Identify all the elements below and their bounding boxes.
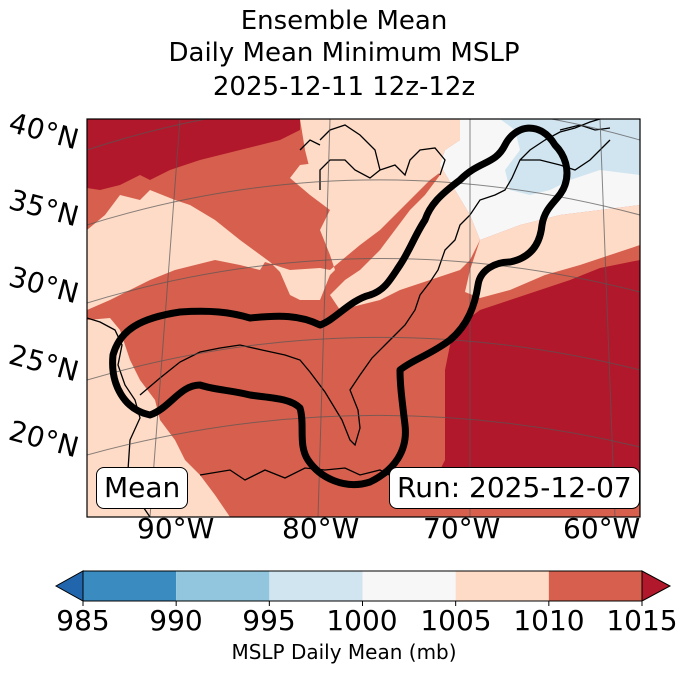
- mslp-region-1005-northeast: [300, 119, 480, 310]
- colorbar-over-extension: [641, 570, 672, 602]
- title-line-1: Ensemble Mean: [240, 6, 448, 36]
- colorbar-tick-1000: 1000: [326, 604, 398, 637]
- mslp-region-995: [500, 119, 640, 195]
- coastlines: [87, 119, 611, 517]
- lon-label-60w: 60°W: [563, 512, 641, 545]
- colorbar-bin-1010-1015: [548, 571, 642, 601]
- colorbar-tick-1010: 1010: [513, 604, 585, 637]
- lon-label-70w: 70°W: [423, 512, 501, 545]
- run-date-label: Run: 2025-12-07: [389, 467, 640, 509]
- mslp-region-1005-east: [465, 205, 640, 298]
- colorbar-bin-995-1000: [269, 571, 363, 601]
- lon-label-90w: 90°W: [137, 512, 215, 545]
- map-frame: [86, 118, 641, 518]
- colorbar-bin-1005-1010: [455, 571, 549, 601]
- colorbar-bin-1000-1005: [362, 571, 456, 601]
- colorbar-tick-1005: 1005: [420, 604, 492, 637]
- mslp-region-1015-atlantic: [440, 260, 640, 486]
- colorbar-tick-995: 995: [242, 604, 296, 637]
- colorbar-bin-985-990: [83, 571, 177, 601]
- ensemble-outline-contour: [109, 124, 571, 489]
- mslp-region-1015-west: [87, 140, 115, 180]
- mean-label: Mean: [96, 467, 189, 509]
- colorbar-under-extension: [54, 570, 84, 602]
- title-line-3: 2025-12-11 12z-12z: [212, 72, 476, 102]
- lon-label-80w: 80°W: [282, 512, 360, 545]
- colorbar-label: MSLP Daily Mean (mb): [231, 640, 457, 664]
- title-line-2: Daily Mean Minimum MSLP: [168, 38, 520, 68]
- colorbar-tick-985: 985: [56, 604, 110, 637]
- mslp-region-1015-northwest: [87, 119, 300, 190]
- colorbar-tick-1015: 1015: [606, 604, 678, 637]
- colorbar-bin-990-995: [176, 571, 270, 601]
- colorbar-tick-990: 990: [149, 604, 203, 637]
- mslp-region-1005-central: [87, 138, 450, 310]
